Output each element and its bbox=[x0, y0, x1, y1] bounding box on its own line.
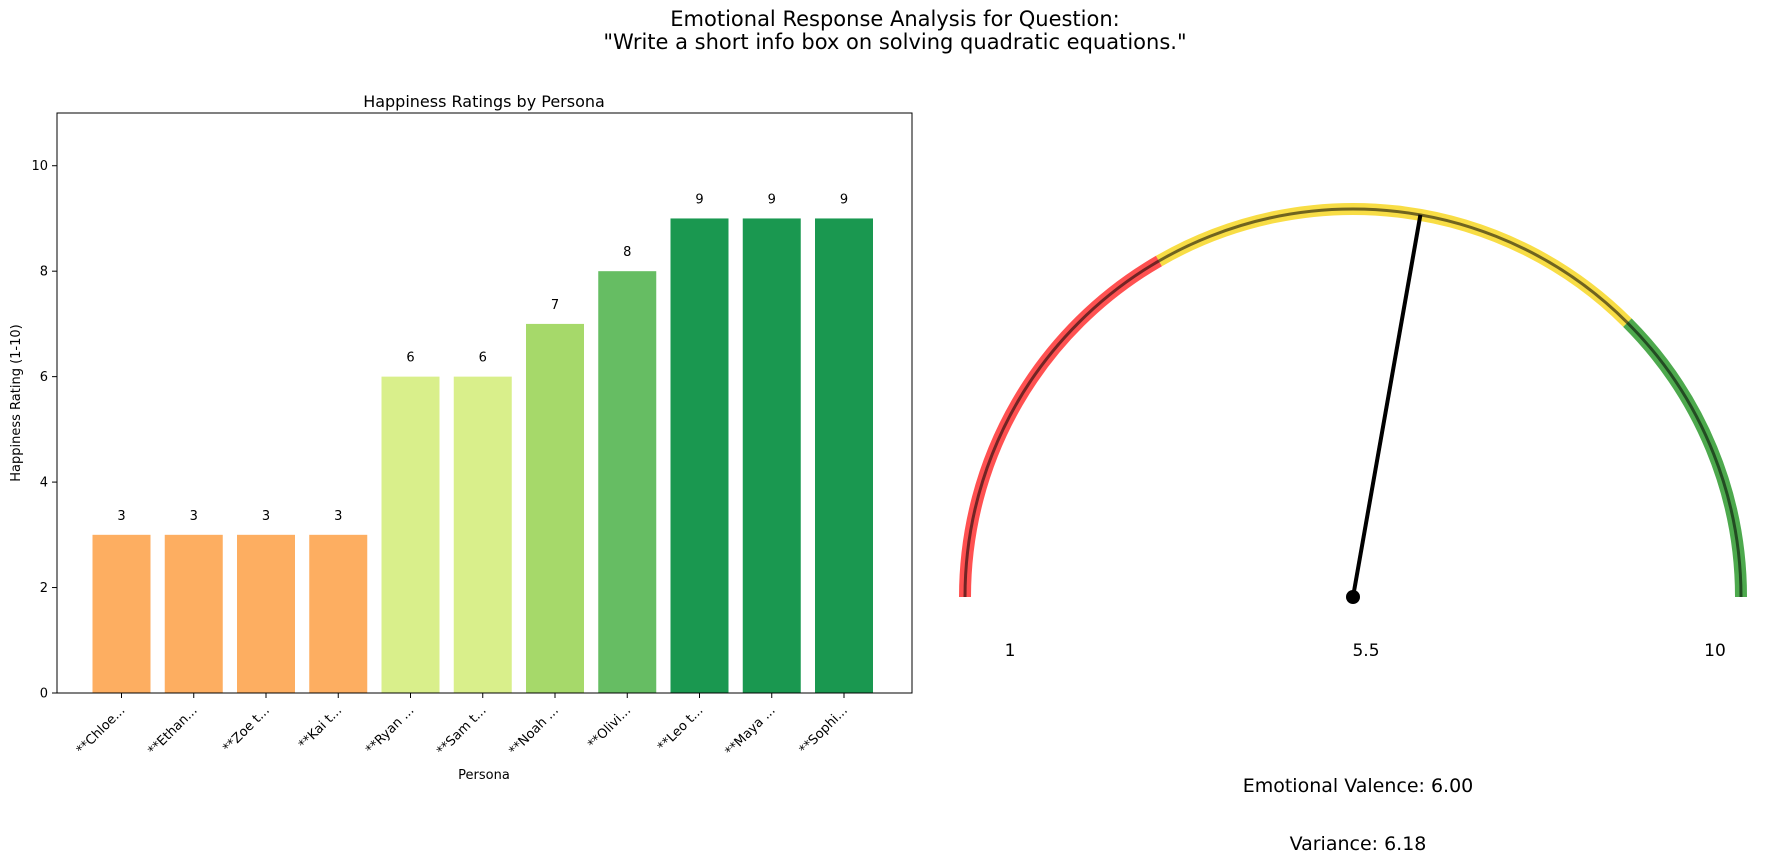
plot-frame bbox=[56, 112, 913, 694]
bar-8 bbox=[670, 218, 729, 694]
figure-title-line2: "Write a short info box on solving quadr… bbox=[603, 30, 1186, 54]
y-tick-label-3: 6 bbox=[40, 370, 48, 385]
y-tick-label-1: 2 bbox=[40, 581, 48, 596]
bar-value-label-6: 7 bbox=[551, 298, 559, 313]
y-axis-label: Happiness Rating (1-10) bbox=[9, 324, 24, 481]
y-axis-ticks: 0 2 4 6 8 10 bbox=[31, 159, 57, 702]
x-tick-label-0: **Chloe... bbox=[74, 703, 129, 758]
bar-chart-title: Happiness Ratings by Persona bbox=[363, 92, 605, 111]
bar-7 bbox=[598, 271, 657, 693]
bar-chart: Happiness Ratings by Persona 3 3 3 3 6 6 7 8 9 9 9… bbox=[9, 92, 913, 783]
bar-value-label-3: 3 bbox=[334, 509, 342, 524]
gauge-zone-2 bbox=[1623, 318, 1747, 598]
y-tick-label-2: 4 bbox=[40, 476, 48, 491]
bar-2 bbox=[237, 534, 295, 693]
x-tick-label-8: **Leo t... bbox=[655, 703, 706, 754]
gauge-hub bbox=[1346, 590, 1360, 604]
variance-text: Variance: 6.18 bbox=[1290, 833, 1427, 855]
bar-9 bbox=[742, 218, 801, 694]
gauge-inner-arc bbox=[963, 207, 1743, 598]
bar-value-label-5: 6 bbox=[479, 351, 487, 366]
x-tick-label-4: **Ryan ... bbox=[363, 703, 417, 757]
gauge-zone-0 bbox=[959, 255, 1163, 598]
x-axis-ticks: **Chloe... **Ethan... **Zoe t... **Kai t...… bbox=[74, 693, 851, 759]
bar-value-label-1: 3 bbox=[190, 509, 198, 524]
x-tick-label-10: **Sophi... bbox=[797, 703, 851, 757]
x-tick-label-2: **Zoe t... bbox=[220, 703, 273, 756]
bar-1 bbox=[164, 534, 223, 693]
gauge-tick-labels: 1 5.5 10 bbox=[1005, 641, 1726, 661]
bar-0 bbox=[92, 534, 151, 693]
y-tick-label-0: 0 bbox=[40, 687, 48, 702]
gauge-needle bbox=[1351, 214, 1423, 598]
gauge-tick-label-0: 1 bbox=[1005, 641, 1016, 661]
figure-title-line1: Emotional Response Analysis for Question… bbox=[670, 7, 1119, 31]
x-tick-label-7: **Olivi... bbox=[585, 703, 634, 752]
bar-value-label-9: 9 bbox=[768, 192, 776, 207]
y-tick-label-5: 10 bbox=[31, 159, 48, 174]
bar-10 bbox=[815, 218, 873, 694]
gauge-tick-label-1: 5.5 bbox=[1352, 641, 1379, 661]
x-tick-label-1: **Ethan... bbox=[145, 703, 200, 758]
bar-4 bbox=[381, 376, 440, 693]
bar-value-label-0: 3 bbox=[117, 509, 125, 524]
x-tick-label-3: **Kai t... bbox=[296, 703, 345, 752]
gauge-zones bbox=[959, 203, 1747, 598]
y-tick-label-4: 8 bbox=[40, 265, 48, 280]
bar-3 bbox=[309, 534, 368, 693]
bar-5 bbox=[453, 376, 512, 693]
bars-group bbox=[92, 218, 873, 694]
valence-gauge: 1 5.5 10 Emotional Valence: 6.00 Variance:… bbox=[959, 203, 1747, 855]
bar-value-label-2: 3 bbox=[262, 509, 270, 524]
bar-value-label-8: 9 bbox=[695, 192, 703, 207]
bar-value-label-7: 8 bbox=[623, 245, 631, 260]
bar-6 bbox=[526, 323, 584, 693]
bar-value-label-4: 6 bbox=[406, 351, 414, 366]
x-tick-label-9: **Maya ... bbox=[722, 703, 778, 759]
data-labels-group: 3 3 3 3 6 6 7 8 9 9 9 bbox=[117, 192, 848, 523]
bar-value-label-10: 9 bbox=[840, 192, 848, 207]
x-tick-label-6: **Noah ... bbox=[506, 703, 561, 758]
gauge-tick-label-2: 10 bbox=[1704, 641, 1726, 661]
x-axis-label: Persona bbox=[458, 768, 510, 783]
emotional-valence-text: Emotional Valence: 6.00 bbox=[1243, 775, 1474, 797]
x-tick-label-5: **Sam t... bbox=[434, 703, 490, 759]
